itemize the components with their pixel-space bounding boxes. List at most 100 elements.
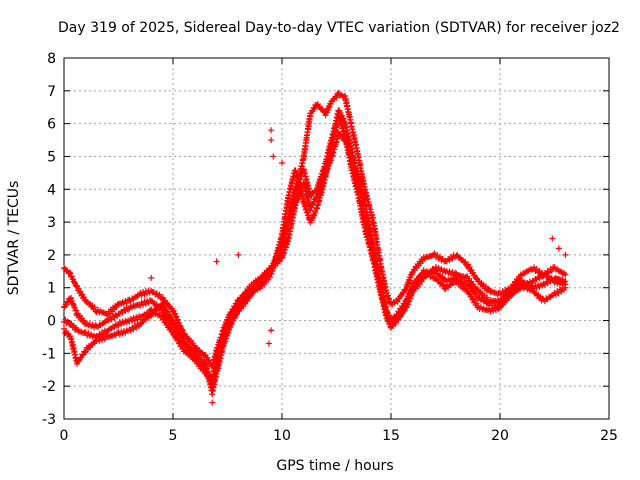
data-point bbox=[312, 210, 319, 217]
x-tick-labels: 0 5 10 15 20 25 bbox=[60, 428, 618, 444]
data-point bbox=[337, 109, 344, 116]
data-point bbox=[170, 331, 177, 338]
data-point bbox=[268, 127, 275, 134]
data-point bbox=[101, 319, 108, 326]
data-point bbox=[235, 251, 242, 258]
data-point bbox=[67, 270, 74, 277]
data-point bbox=[172, 310, 179, 317]
data-point bbox=[82, 329, 89, 336]
data-point bbox=[141, 291, 148, 298]
data-point bbox=[173, 313, 180, 320]
chart-title: Day 319 of 2025, Sidereal Day-to-day VTE… bbox=[58, 20, 620, 36]
data-point bbox=[494, 290, 501, 297]
data-point bbox=[127, 327, 134, 334]
data-point bbox=[449, 276, 456, 283]
data-point bbox=[438, 257, 445, 264]
data-point bbox=[510, 288, 517, 295]
data-point bbox=[420, 272, 427, 279]
data-points bbox=[61, 90, 569, 406]
data-point bbox=[549, 235, 556, 242]
data-point bbox=[209, 399, 216, 406]
data-point bbox=[93, 322, 100, 329]
data-point bbox=[548, 276, 555, 283]
data-point bbox=[522, 268, 529, 275]
data-point bbox=[294, 182, 301, 189]
data-point bbox=[152, 311, 159, 318]
data-point bbox=[477, 297, 484, 304]
data-point bbox=[116, 331, 123, 338]
data-point bbox=[81, 294, 88, 301]
data-point bbox=[548, 268, 555, 275]
y-tick-label: 3 bbox=[47, 215, 56, 231]
x-axis-label: GPS time / hours bbox=[276, 458, 393, 474]
data-point bbox=[558, 278, 565, 285]
data-point bbox=[340, 115, 347, 122]
data-point bbox=[119, 330, 126, 337]
data-point bbox=[119, 299, 126, 306]
data-point bbox=[543, 274, 550, 281]
data-point bbox=[134, 316, 141, 323]
data-point bbox=[326, 104, 333, 111]
data-point bbox=[562, 251, 569, 258]
data-point bbox=[131, 317, 138, 324]
data-point bbox=[213, 258, 220, 265]
data-point bbox=[148, 274, 155, 281]
data-point bbox=[452, 269, 459, 276]
data-point bbox=[73, 282, 80, 289]
data-point bbox=[80, 317, 87, 324]
data-point bbox=[85, 330, 92, 337]
y-tick-label: 4 bbox=[47, 182, 56, 198]
data-point bbox=[142, 300, 149, 307]
data-point bbox=[325, 106, 332, 113]
data-point bbox=[91, 304, 98, 311]
data-point bbox=[140, 301, 147, 308]
data-point bbox=[200, 356, 207, 363]
data-point bbox=[125, 306, 132, 313]
data-point bbox=[64, 318, 71, 325]
data-point bbox=[295, 179, 302, 186]
data-point bbox=[138, 292, 145, 299]
data-point bbox=[144, 290, 151, 297]
data-point bbox=[156, 291, 163, 298]
data-point bbox=[442, 268, 449, 275]
data-point bbox=[229, 316, 236, 323]
y-tick-label: -3 bbox=[42, 412, 56, 428]
y-tick-label: 5 bbox=[47, 149, 56, 165]
data-point bbox=[118, 321, 125, 328]
x-tick-label: 25 bbox=[600, 428, 618, 444]
data-point bbox=[383, 310, 390, 317]
data-point bbox=[555, 245, 562, 252]
data-point bbox=[462, 258, 469, 265]
data-point bbox=[483, 294, 490, 301]
data-point bbox=[200, 366, 207, 373]
data-point bbox=[129, 295, 136, 302]
data-point bbox=[137, 302, 144, 309]
data-point bbox=[105, 326, 112, 333]
data-point bbox=[398, 292, 405, 299]
data-point bbox=[85, 322, 92, 329]
data-point bbox=[81, 349, 88, 356]
data-point bbox=[323, 109, 330, 116]
y-tick-label: -2 bbox=[42, 379, 56, 395]
data-point bbox=[148, 287, 155, 294]
data-point bbox=[475, 303, 482, 310]
data-point bbox=[234, 306, 241, 313]
data-point bbox=[189, 354, 196, 361]
data-point bbox=[293, 184, 300, 191]
plot-frame bbox=[63, 57, 610, 420]
data-point bbox=[68, 273, 75, 280]
data-point bbox=[424, 254, 431, 261]
data-point bbox=[490, 307, 497, 314]
x-tick-label: 15 bbox=[382, 428, 400, 444]
data-point bbox=[105, 333, 112, 340]
y-tick-label: 6 bbox=[47, 117, 56, 133]
data-point bbox=[394, 298, 401, 305]
data-point bbox=[111, 331, 118, 338]
data-point bbox=[488, 288, 495, 295]
data-point bbox=[232, 309, 239, 316]
data-point bbox=[449, 268, 456, 275]
data-point bbox=[228, 319, 235, 326]
data-point bbox=[131, 303, 138, 310]
data-point bbox=[309, 201, 316, 208]
